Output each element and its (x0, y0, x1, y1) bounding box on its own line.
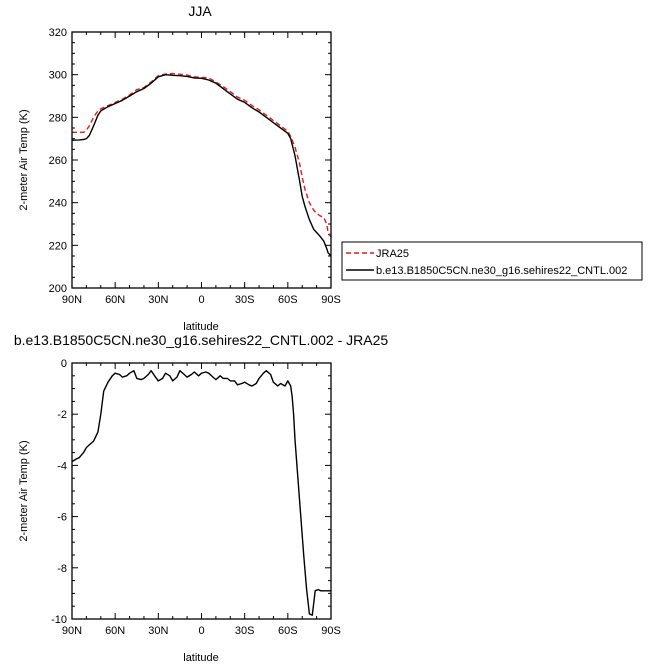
bottom-plot-frame (71, 362, 332, 620)
bottom-axis-ticks: 90N 60N 30N 0 30S 60S 90S -10 -8 -6 -4 -2 0 (51, 358, 341, 637)
top-y-tick-label: 260 (49, 155, 67, 167)
top-y-tick-label: 320 (49, 27, 67, 39)
top-x-tick-label: 0 (198, 294, 204, 306)
bottom-y-axis-label: 2-meter Air Temp (K) (18, 440, 30, 541)
bottom-y-tick-label: -10 (51, 614, 67, 626)
top-y-axis-label: 2-meter Air Temp (K) (18, 109, 30, 210)
top-series-line-0 (72, 72, 332, 238)
top-y-tick-label: 240 (49, 198, 67, 210)
top-x-axis-label: latitude (183, 321, 218, 333)
bottom-x-tick-label: 0 (198, 625, 204, 637)
top-y-tick-label: 300 (49, 70, 67, 82)
top-x-tick-label: 30N (148, 294, 168, 306)
bottom-x-tick-label: 60S (278, 625, 298, 637)
bottom-y-tick-label: -2 (57, 409, 67, 421)
top-y-tick-label: 200 (49, 283, 67, 295)
bottom-series-line-0 (71, 370, 331, 616)
bottom-y-tick-label: 0 (61, 358, 67, 370)
top-series-line-1 (71, 73, 332, 257)
bottom-x-tick-label: 90N (62, 625, 82, 637)
top-series-lines (71, 72, 332, 257)
bottom-series-lines (71, 370, 331, 616)
legend-label-model: b.e13.B1850C5CN.ne30_g16.sehires22_CNTL.… (376, 265, 627, 277)
top-title: JJA (188, 3, 212, 19)
bottom-panel: b.e13.B1850C5CN.ne30_g16.sehires22_CNTL.… (14, 332, 389, 664)
legend-label-jra25: JRA25 (376, 248, 409, 260)
top-x-tick-label: 90S (321, 294, 341, 306)
bottom-title: b.e13.B1850C5CN.ne30_g16.sehires22_CNTL.… (14, 332, 389, 348)
bottom-y-tick-label: -4 (57, 460, 67, 472)
bottom-y-tick-label: -8 (57, 563, 67, 575)
top-y-tick-label: 220 (49, 240, 67, 252)
top-y-tick-label: 280 (49, 112, 67, 124)
top-x-tick-label: 60N (105, 294, 125, 306)
legend: JRA25 b.e13.B1850C5CN.ne30_g16.sehires22… (341, 241, 643, 281)
top-x-tick-label: 90N (62, 294, 82, 306)
bottom-x-tick-label: 60N (105, 625, 125, 637)
bottom-x-axis-label: latitude (183, 652, 218, 664)
legend-box (341, 241, 643, 281)
bottom-x-tick-label: 30S (235, 625, 255, 637)
bottom-y-tick-label: -6 (57, 512, 67, 524)
top-x-tick-label: 30S (235, 294, 255, 306)
top-plot-frame (71, 31, 332, 289)
bottom-x-tick-label: 30N (148, 625, 168, 637)
top-panel: JJA 2-meter Air Temp (K) latitude 90N 60N… (18, 3, 341, 333)
top-x-tick-label: 60S (278, 294, 298, 306)
bottom-x-tick-label: 90S (321, 625, 341, 637)
